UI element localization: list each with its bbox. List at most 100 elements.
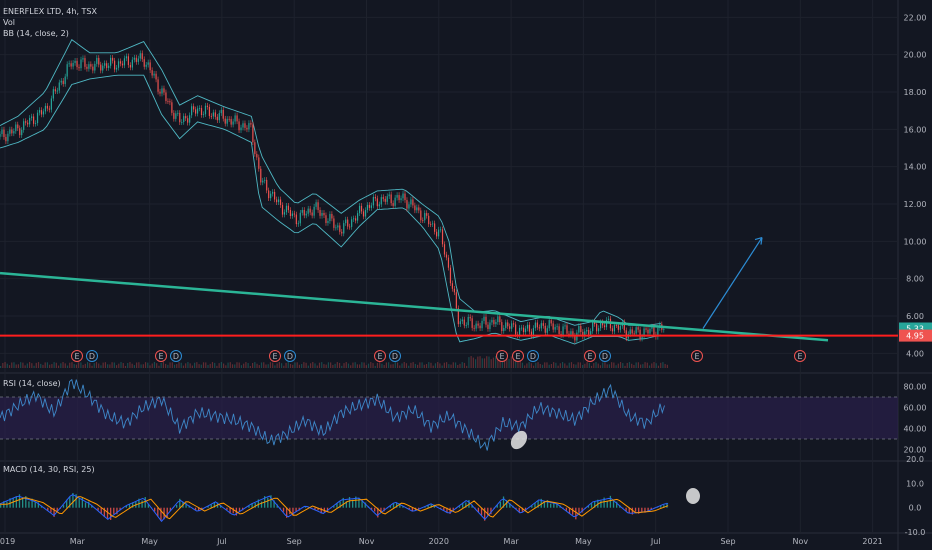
event-marker-circle bbox=[584, 350, 596, 362]
candle-body bbox=[151, 70, 153, 76]
candle-body bbox=[149, 62, 151, 71]
volume-bar bbox=[258, 365, 260, 368]
macd-histogram-bar bbox=[286, 507, 288, 518]
volume-bar bbox=[651, 363, 653, 368]
rsi-legend[interactable]: RSI (14, close) bbox=[3, 378, 61, 389]
volume-bar bbox=[383, 365, 385, 368]
candle-body bbox=[639, 329, 641, 339]
volume-bar bbox=[437, 362, 439, 368]
candle-body bbox=[465, 325, 467, 326]
macd-highlight bbox=[686, 488, 700, 504]
volume-bar bbox=[191, 365, 193, 368]
candle-body bbox=[370, 205, 373, 208]
candle-body bbox=[279, 199, 282, 206]
candle-body bbox=[550, 320, 552, 324]
axes: 2019 Mar May Jul Sep Nov 2020 Mar May Jul Sep Nov 20… bbox=[0, 13, 932, 546]
volume-bar bbox=[312, 362, 314, 368]
macd-histogram-bar bbox=[232, 507, 234, 514]
volume-bar bbox=[55, 362, 57, 368]
candle-body bbox=[467, 317, 469, 326]
volume-bar bbox=[483, 358, 486, 368]
event-marker-circle bbox=[389, 350, 401, 362]
candle-body bbox=[461, 319, 463, 322]
candle-body bbox=[613, 325, 616, 332]
candle-body bbox=[19, 128, 21, 136]
volume-bar bbox=[553, 362, 555, 368]
macd-legend[interactable]: MACD (14, 30, RSI, 25) bbox=[3, 464, 95, 475]
macd-histogram-bar bbox=[119, 507, 121, 511]
macd-histogram-bar bbox=[326, 507, 329, 512]
candle-body bbox=[562, 326, 564, 336]
y-tick-label: 14.00 bbox=[904, 163, 927, 172]
candle-body bbox=[135, 57, 137, 62]
volume-bar bbox=[147, 362, 149, 368]
event-marker: D bbox=[530, 352, 536, 361]
volume-bar bbox=[399, 365, 401, 368]
candle-body bbox=[17, 124, 19, 129]
volume-bar bbox=[207, 364, 209, 368]
candle-body bbox=[515, 324, 517, 335]
candle-body bbox=[246, 127, 248, 130]
volume-bar bbox=[171, 362, 173, 368]
macd-histogram-bar bbox=[6, 501, 8, 508]
candle-body bbox=[177, 112, 179, 114]
x-tick-label: Mar bbox=[70, 537, 86, 546]
macd-histogram-bar bbox=[53, 507, 55, 517]
volume-bar bbox=[443, 362, 445, 368]
volume-bar bbox=[510, 356, 512, 368]
candle-body bbox=[305, 213, 307, 216]
volume-bar bbox=[64, 363, 66, 368]
volume-bar bbox=[356, 364, 359, 368]
macd-histogram-bar bbox=[88, 501, 90, 508]
candle-body bbox=[386, 196, 388, 202]
macd-histogram-bar bbox=[226, 507, 228, 510]
volume-bar bbox=[519, 356, 521, 368]
volume-bar bbox=[557, 365, 559, 368]
volume-bar bbox=[254, 362, 256, 368]
candle-body bbox=[513, 323, 515, 325]
volume-bar bbox=[573, 364, 575, 368]
candle-body bbox=[238, 121, 240, 131]
macd-histogram-bar bbox=[540, 498, 542, 508]
macd-histogram-bar bbox=[311, 507, 313, 509]
candle-body bbox=[283, 212, 286, 215]
macd-histogram-bar bbox=[590, 503, 593, 508]
candle-body bbox=[183, 116, 185, 123]
macd-histogram-bar bbox=[509, 503, 511, 508]
candle-body bbox=[605, 319, 608, 328]
candle-body bbox=[518, 327, 521, 336]
candle-body bbox=[272, 191, 274, 194]
volume-bar bbox=[91, 365, 93, 368]
event-marker-circle bbox=[284, 350, 296, 362]
volume-bar bbox=[316, 365, 318, 368]
macd-histogram-bar bbox=[370, 507, 373, 510]
macd-histogram-bar bbox=[631, 507, 634, 515]
volume-bar bbox=[430, 362, 432, 368]
candle-body bbox=[40, 110, 43, 115]
volume-bar bbox=[136, 362, 138, 368]
macd-histogram-bar bbox=[15, 496, 18, 508]
candle-body bbox=[625, 330, 627, 339]
candle-body bbox=[394, 197, 396, 206]
volume-bar bbox=[301, 364, 303, 368]
candle-body bbox=[274, 191, 276, 200]
volume-bar bbox=[454, 362, 457, 368]
macd-histogram-bar bbox=[69, 496, 71, 508]
y-tick-label: 18.00 bbox=[904, 88, 927, 97]
volume-bar bbox=[84, 363, 86, 368]
candle-body bbox=[212, 112, 214, 117]
volume-bar bbox=[535, 362, 537, 368]
volume-bar bbox=[365, 365, 367, 368]
macd-histogram-bar bbox=[537, 500, 539, 508]
volume-bar bbox=[537, 362, 539, 368]
candle-body bbox=[21, 129, 23, 136]
volume-bar bbox=[361, 362, 363, 368]
volume-bar bbox=[115, 365, 118, 368]
candle-body bbox=[291, 213, 293, 216]
candle-body bbox=[356, 213, 359, 221]
symbol-legend[interactable]: ENERFLEX LTD, 4h, TSX Vol BB (14, close,… bbox=[3, 6, 97, 39]
candle-body bbox=[360, 205, 363, 212]
candle-body bbox=[173, 112, 175, 119]
volume-bar bbox=[287, 362, 289, 368]
volume-bar bbox=[401, 363, 403, 368]
